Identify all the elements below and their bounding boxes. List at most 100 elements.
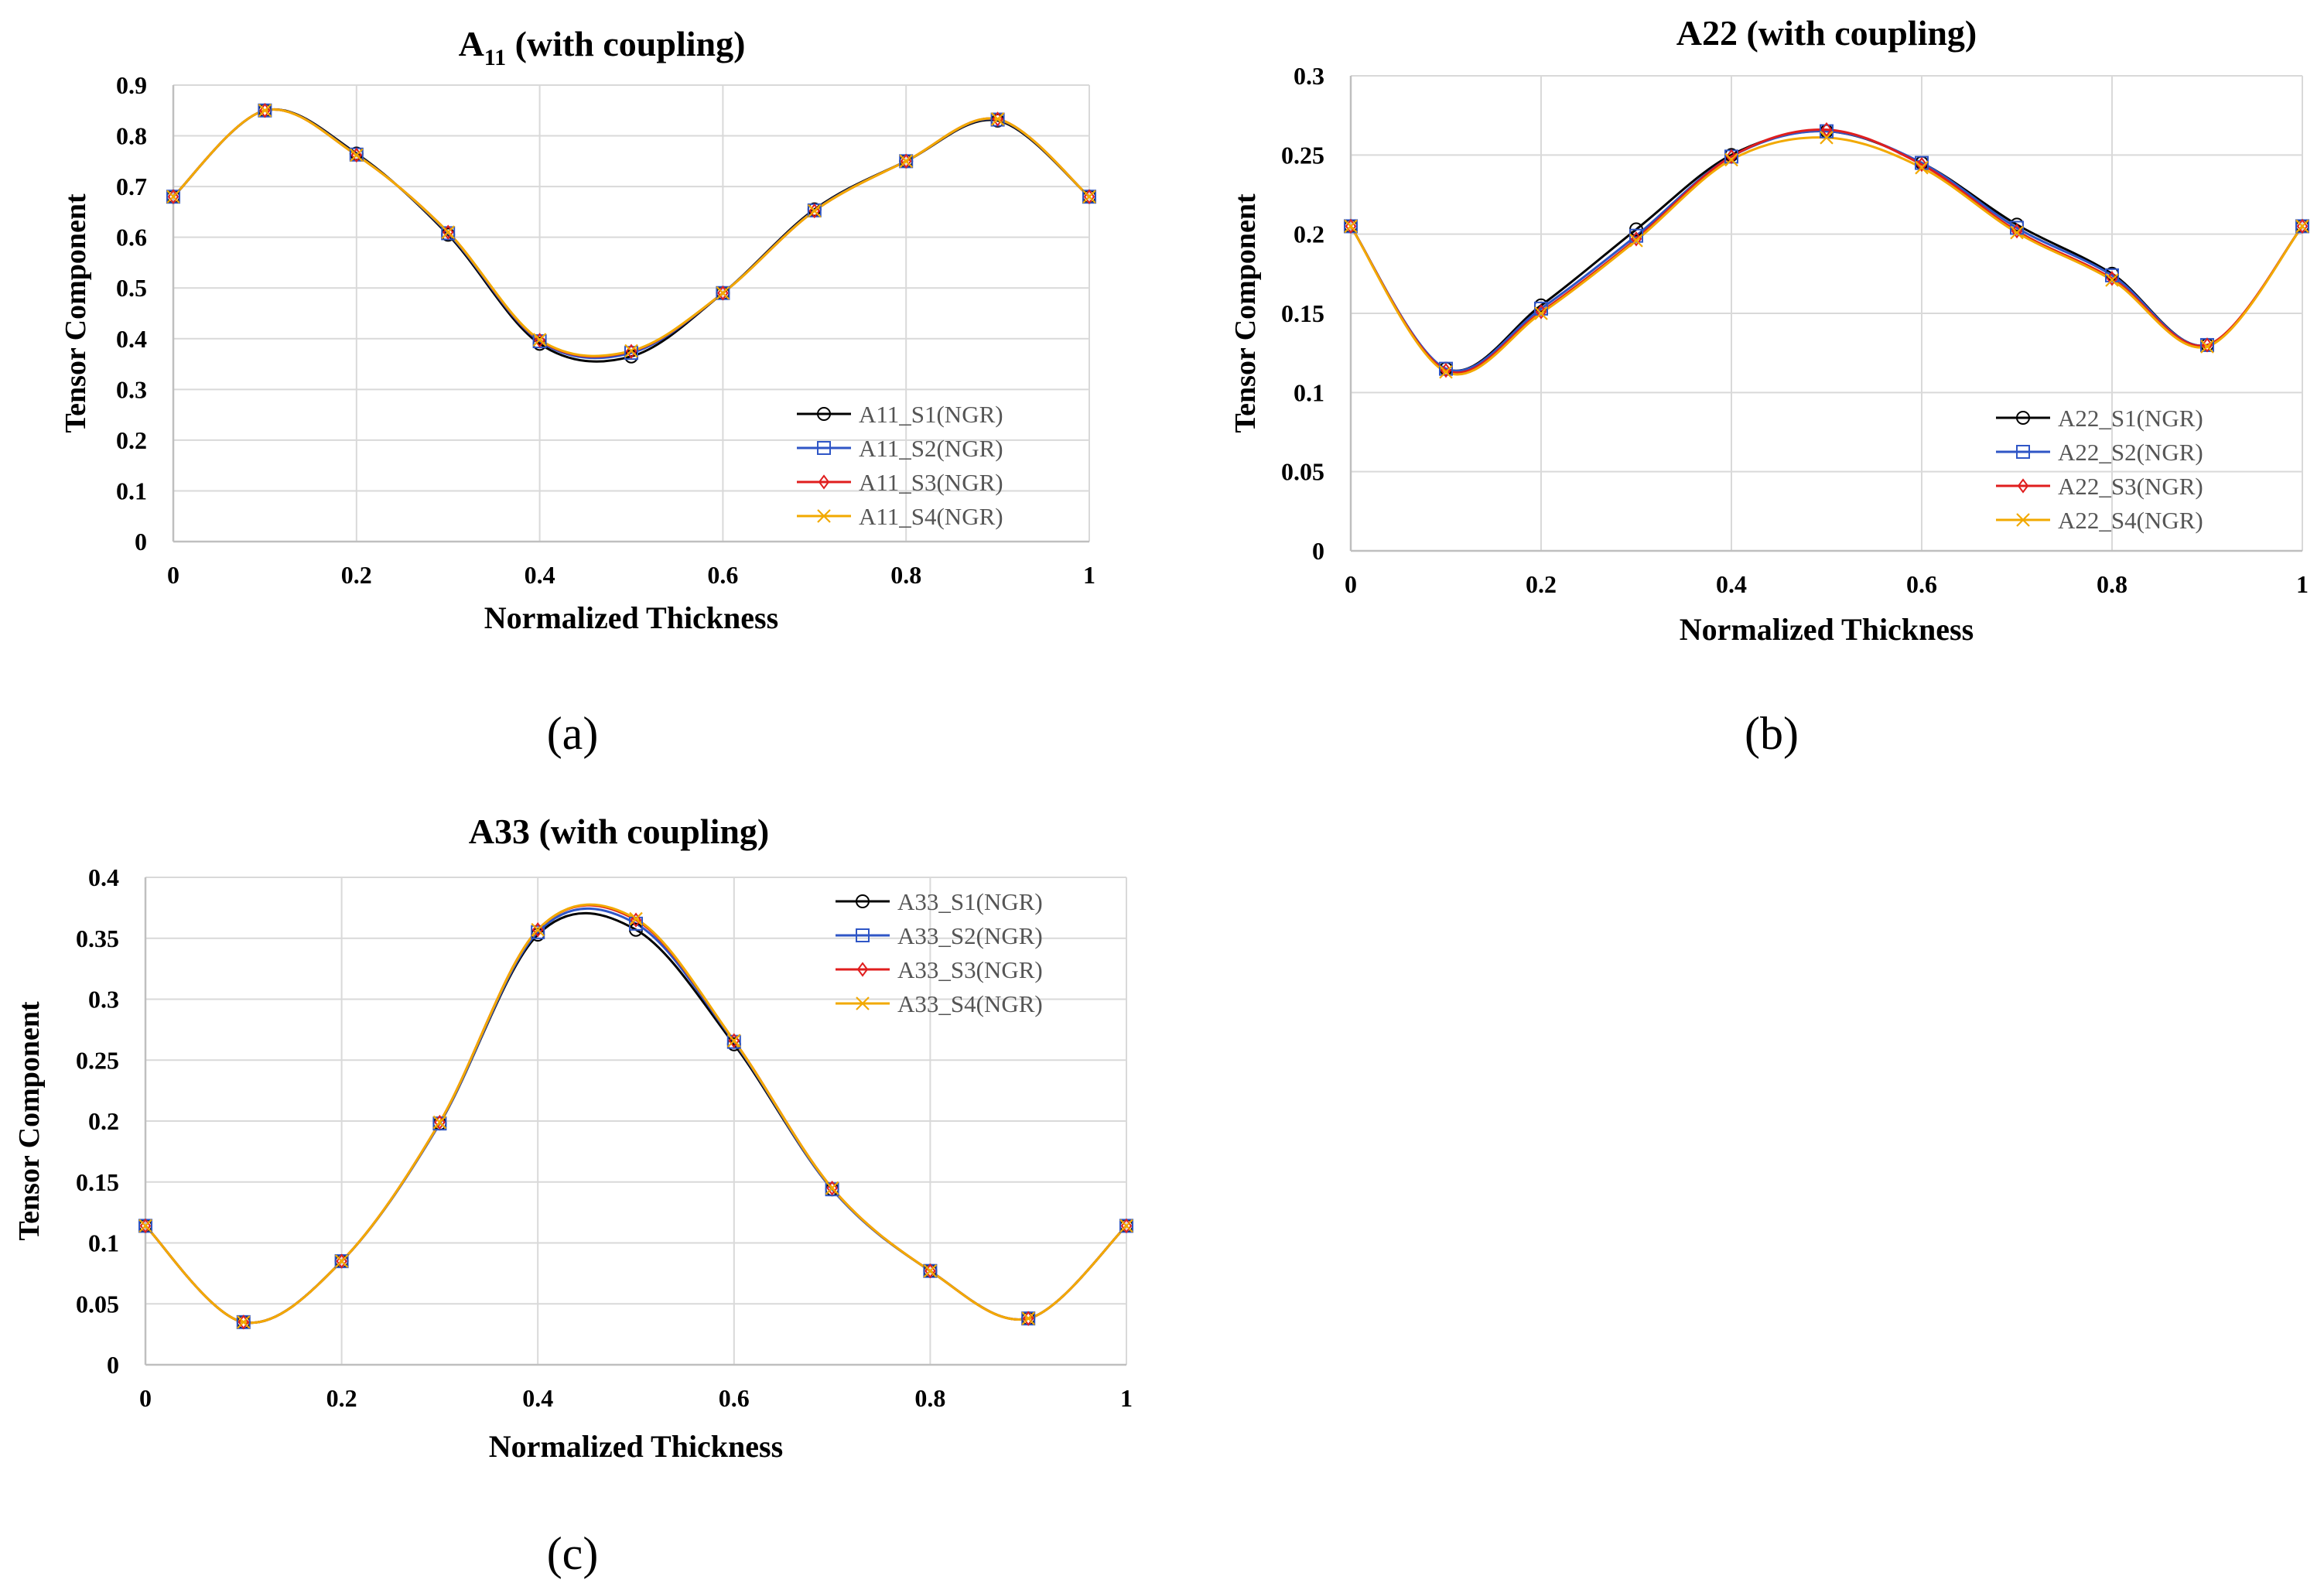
legend-marker [856, 894, 870, 908]
y-tick-label: 0.4 [88, 863, 119, 891]
data-point-s2 [1439, 361, 1453, 376]
data-point-s4 [624, 344, 638, 358]
data-point-s4 [2295, 219, 2309, 234]
data-point-s4 [1724, 152, 1738, 167]
data-point-s4 [1021, 1311, 1035, 1325]
series-line-3 [172, 108, 1090, 358]
y-tick-label: 0.1 [1294, 378, 1324, 406]
x-tick-label: 0.8 [914, 1384, 945, 1412]
legend-entry-3: A22_S3(NGR) [1996, 473, 2203, 500]
data-point-s4 [1082, 190, 1096, 203]
y-tick-label: 0.9 [116, 71, 147, 99]
legend-entry-3: A33_S3(NGR) [836, 956, 1043, 983]
data-point-s4 [2200, 340, 2214, 354]
y-tick-label: 0.15 [1281, 299, 1324, 327]
data-point-s2 [1915, 156, 1929, 170]
legend-label: A11_S4(NGR) [859, 503, 1003, 530]
data-point-s4 [825, 1181, 839, 1195]
series-line-4 [1349, 136, 2304, 376]
data-point-s4 [716, 286, 730, 300]
x-axis-label: Normalized Thickness [1680, 612, 1974, 647]
y-tick-label: 0.3 [88, 986, 119, 1014]
data-point-s4 [629, 911, 643, 926]
legend-entry-2: A11_S2(NGR) [797, 435, 1003, 462]
y-tick-label: 0.25 [1281, 141, 1324, 169]
chart-title-subscript: 11 [484, 45, 506, 70]
series-line-2 [172, 108, 1090, 360]
x-tick-label: 0.8 [2097, 570, 2127, 598]
legend-entry-1: A11_S1(NGR) [797, 401, 1003, 428]
x-tick-label: 1 [2296, 570, 2309, 598]
x-tick-label: 0.2 [1526, 570, 1557, 598]
data-point-s4 [1629, 234, 1643, 248]
y-tick-label: 0.8 [116, 122, 147, 150]
data-point-s3 [625, 344, 637, 359]
data-point-s4 [441, 225, 455, 239]
panel-caption: (b) [1745, 708, 1799, 759]
panel-caption: (c) [547, 1528, 599, 1579]
data-point-s3 [1725, 149, 1738, 165]
x-tick-label: 1 [1120, 1384, 1133, 1412]
legend-marker [856, 928, 870, 942]
legend-marker [856, 962, 869, 977]
data-point-s3 [1916, 156, 1928, 173]
data-point-s2 [629, 916, 643, 931]
legend-entry-2: A22_S2(NGR) [1996, 439, 2203, 466]
data-point-s4 [808, 203, 822, 218]
legend-marker [2017, 478, 2029, 494]
chart-panel-2: 0 0.05 0.1 0.15 0.2 0.25 0.3 0 0.2 0.4 0.6 0.8 1 A22 … [1229, 13, 2309, 647]
legend-marker [2016, 445, 2030, 459]
y-tick-label: 0.3 [116, 375, 147, 403]
legend-label: A22_S4(NGR) [2058, 507, 2203, 534]
data-point-s2 [624, 346, 638, 361]
legend-entry-2: A33_S2(NGR) [836, 922, 1043, 949]
data-point-s4 [727, 1034, 741, 1048]
chart-title-rest: (with coupling) [1738, 13, 1977, 53]
x-tick-label: 0.6 [707, 561, 738, 589]
data-point-s2 [2010, 220, 2024, 235]
x-tick-label: 0.6 [719, 1384, 750, 1412]
legend-entry-4: A11_S4(NGR) [797, 503, 1003, 530]
legend-entry-3: A11_S3(NGR) [797, 469, 1003, 496]
series-line-4 [172, 108, 1090, 357]
chart-title-rest: (with coupling) [506, 24, 745, 63]
panel-caption: (a) [547, 708, 599, 759]
data-point-s4 [2105, 273, 2119, 287]
y-tick-label: 0.15 [76, 1168, 119, 1196]
x-tick-label: 0 [139, 1384, 152, 1412]
y-tick-label: 0.2 [88, 1107, 119, 1135]
series-line-1 [172, 108, 1090, 363]
data-point-s4 [1344, 219, 1358, 234]
x-tick-label: 0.2 [326, 1384, 357, 1412]
data-point-s4 [1820, 131, 1834, 145]
chart-title-rest: (with coupling) [530, 812, 769, 851]
x-axis-label: Normalized Thickness [484, 600, 778, 635]
x-tick-label: 0.2 [341, 561, 372, 589]
y-tick-label: 0.4 [116, 325, 147, 353]
data-point-s3 [630, 912, 642, 928]
chart-title: A11 (with coupling) [459, 24, 746, 70]
data-point-s4 [923, 1263, 938, 1278]
data-point-s4 [432, 1115, 447, 1130]
x-tick-label: 0.4 [522, 1384, 553, 1412]
data-point-s4 [334, 1254, 349, 1268]
y-tick-label: 0.3 [1294, 62, 1324, 90]
legend-label: A22_S3(NGR) [2058, 473, 2203, 500]
legend-marker [817, 509, 831, 523]
data-point-s4 [166, 190, 180, 203]
data-point-s2 [1629, 228, 1643, 243]
y-axis-label: Tensor Component [60, 193, 92, 433]
chart-panel-1: 0 0.1 0.2 0.3 0.4 0.5 0.6 0.7 0.8 0.9 0 0.2 0.4 0.6 0.… [60, 24, 1096, 635]
data-point-s4 [138, 1219, 152, 1233]
data-point-s2 [531, 925, 545, 939]
y-tick-label: 0.7 [116, 173, 147, 200]
data-point-s4 [990, 112, 1005, 126]
legend-label: A11_S3(NGR) [859, 469, 1003, 496]
x-tick-label: 0.6 [1906, 570, 1937, 598]
legend-marker [817, 441, 831, 455]
legend-marker [2016, 411, 2030, 425]
y-axis-label: Tensor Component [13, 1001, 46, 1241]
legend-label: A33_S4(NGR) [897, 990, 1043, 1017]
legend-label: A33_S1(NGR) [897, 888, 1043, 915]
legend-entry-4: A33_S4(NGR) [836, 990, 1043, 1017]
